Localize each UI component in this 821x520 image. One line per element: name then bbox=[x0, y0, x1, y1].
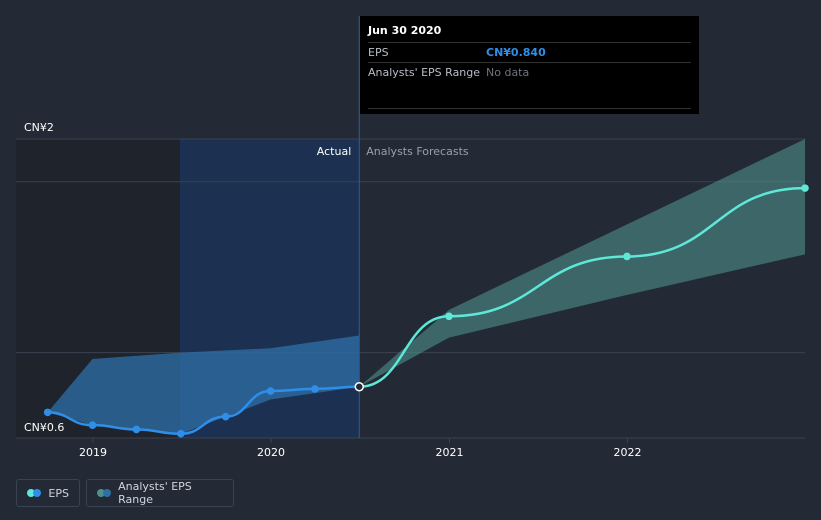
eps-point bbox=[266, 387, 275, 395]
tooltip-date: Jun 30 2020 bbox=[368, 24, 442, 37]
eps-forecast-point bbox=[801, 184, 809, 192]
tooltip-eps-label: EPS bbox=[368, 46, 389, 59]
legend-range-label: Analysts' EPS Range bbox=[118, 480, 192, 506]
tooltip-range-label: Analysts' EPS Range bbox=[368, 66, 481, 79]
legend-eps-label: EPS bbox=[48, 486, 69, 500]
eps-point bbox=[176, 429, 185, 438]
eps-range-band-past bbox=[47, 335, 360, 434]
x-tick-label: 2019 bbox=[79, 446, 107, 459]
eps-forecast-point bbox=[623, 252, 631, 261]
legend-eps-button[interactable]: EPS bbox=[16, 479, 80, 507]
tooltip: Jun 30 2020 EPS CN¥0.840 Analysts' EPS R… bbox=[360, 16, 699, 114]
eps-point bbox=[221, 412, 230, 421]
eps-point bbox=[311, 385, 319, 393]
eps-legend-icon bbox=[27, 489, 41, 497]
tooltip-divider bbox=[368, 108, 691, 109]
y-label-top: CN¥2 bbox=[24, 121, 54, 134]
actual-label: Actual bbox=[317, 145, 351, 158]
eps-line bbox=[47, 385, 360, 435]
eps-forecast-point bbox=[445, 312, 453, 321]
x-tick-label: 2020 bbox=[257, 446, 285, 459]
x-tick-label: 2021 bbox=[435, 446, 463, 459]
eps-point bbox=[88, 421, 97, 429]
legend-range-button[interactable]: Analysts' EPS Range bbox=[86, 479, 234, 507]
eps-forecast-line bbox=[359, 186, 806, 388]
eps-point bbox=[43, 408, 52, 417]
highlight-point bbox=[354, 381, 365, 392]
forecast-label: Analysts Forecasts bbox=[366, 145, 469, 158]
eps-point bbox=[132, 425, 141, 434]
range-legend-icon bbox=[97, 489, 111, 497]
tooltip-eps-row: EPS CN¥0.840 bbox=[368, 42, 691, 62]
x-tick-label: 2022 bbox=[613, 446, 641, 459]
y-label-bottom: CN¥0.6 bbox=[24, 421, 64, 434]
tooltip-range-row: Analysts' EPS Range No data bbox=[368, 62, 691, 82]
tooltip-eps-value: CN¥0.840 bbox=[486, 46, 546, 59]
tooltip-range-value: No data bbox=[486, 66, 530, 79]
